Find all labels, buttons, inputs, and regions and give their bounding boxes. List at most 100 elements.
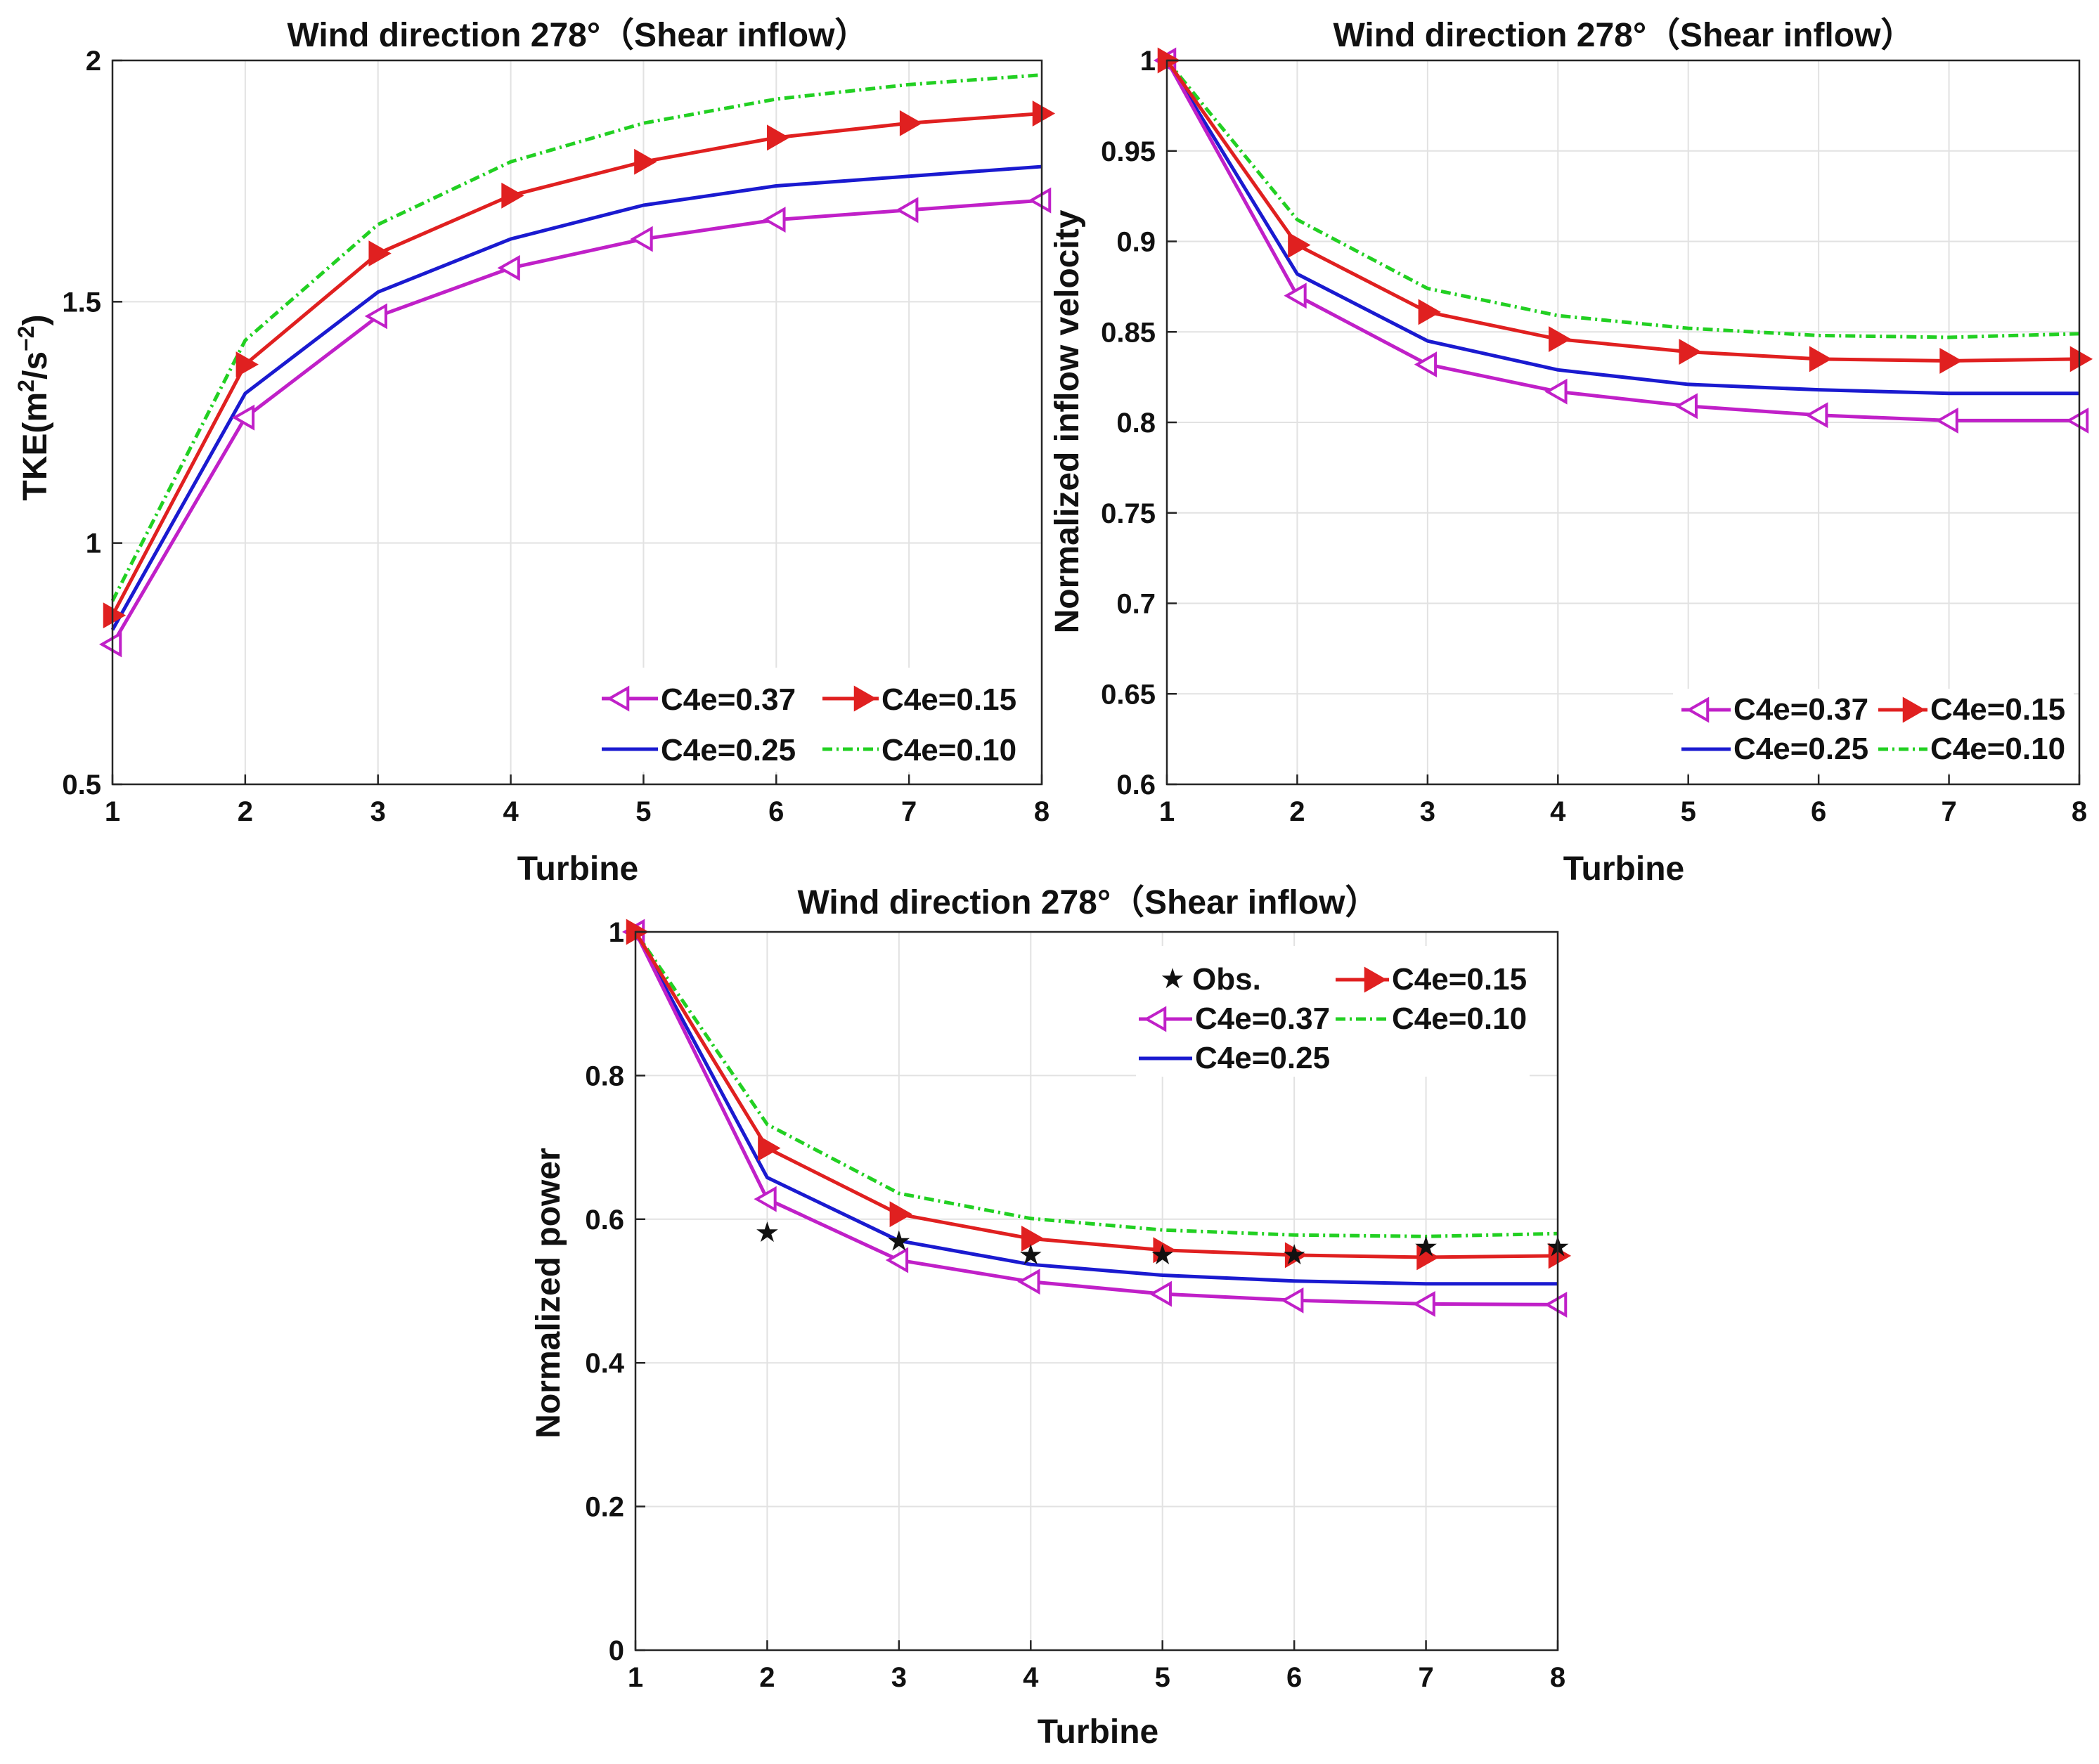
tke-legend-label-c4e-025: C4e=0.25 <box>661 733 796 767</box>
power-point-c4e-0-15 <box>758 1135 781 1162</box>
power-legend-entry-c4e-010: C4e=0.10 <box>1336 1001 1527 1036</box>
power-chart: Wind direction 278°（Shear inflow） Turbin… <box>530 884 1572 1751</box>
tke-plot-frame <box>111 59 1043 786</box>
tke-point-c4e-0-37 <box>497 254 520 281</box>
tke-y-tick-label: 0.5 <box>62 770 101 800</box>
velocity-point-c4e-0-37 <box>1414 351 1438 378</box>
tke-legend: C4e=0.37 C4e=0.15 C4e=0.25 C4e=0.10 <box>592 668 1035 772</box>
velocity-x-tick-label: 3 <box>1420 796 1435 827</box>
power-x-tick-label: 6 <box>1286 1662 1302 1693</box>
power-series-c4e-0-25 <box>633 930 1558 1286</box>
tke-legend-label-c4e-015: C4e=0.15 <box>881 682 1016 717</box>
power-legend-label-c4e-037: C4e=0.37 <box>1195 1001 1330 1036</box>
power-legend-label-obs: Obs. <box>1192 962 1261 997</box>
power-x-tick-label: 4 <box>1023 1662 1039 1693</box>
tke-x-tick-label: 2 <box>238 796 253 827</box>
tke-point-c4e-0-15 <box>368 240 392 267</box>
power-point-c4e-0-37 <box>885 1247 909 1273</box>
velocity-legend-label-c4e-010: C4e=0.10 <box>1930 732 2065 766</box>
power-y-tick-label: 0.8 <box>585 1061 624 1091</box>
tke-series-c4e-0-15 <box>103 100 1056 629</box>
power-x-tick-label: 8 <box>1550 1662 1565 1693</box>
velocity-line-c4e-0-37 <box>1165 59 2079 422</box>
tke-legend-entry-c4e-015: C4e=0.15 <box>822 682 1016 717</box>
velocity-line-c4e-0-10 <box>1165 59 2080 339</box>
tke-line-c4e-0-37 <box>110 198 1042 646</box>
velocity-point-c4e-0-37 <box>1674 393 1698 420</box>
tke-x-tick-label: 5 <box>635 796 651 827</box>
velocity-x-axis-label: Turbine <box>1563 850 1684 888</box>
tke-point-c4e-0-37 <box>98 631 122 658</box>
velocity-series-c4e-0-15 <box>1157 47 2093 374</box>
power-legend-line-c4e-015 <box>1336 966 1389 993</box>
tke-x-tick-label: 8 <box>1034 796 1050 827</box>
tke-legend-label-c4e-010: C4e=0.10 <box>881 733 1016 767</box>
tke-x-axis-label: Turbine <box>517 850 638 888</box>
power-point-c4e-0-37 <box>1544 1291 1568 1318</box>
velocity-point-c4e-0-15 <box>1288 232 1311 259</box>
tke-y-tick-label: 1 <box>86 528 101 559</box>
velocity-legend-entry-c4e-015: C4e=0.15 <box>1878 692 2065 727</box>
power-point-c4e-0-37 <box>1149 1280 1172 1307</box>
tke-ticks: 1 2 3 4 5 6 7 80.511.52 <box>62 46 1050 827</box>
tke-point-c4e-0-37 <box>364 303 387 330</box>
velocity-legend-line-c4e-037 <box>1681 696 1731 723</box>
velocity-point-c4e-0-15 <box>1809 346 1833 372</box>
velocity-legend-label-c4e-015: C4e=0.15 <box>1930 692 2065 727</box>
legend-marker <box>1686 696 1710 723</box>
legend-marker <box>853 685 877 712</box>
power-chart-title: Wind direction 278°（Shear inflow） <box>798 884 1379 921</box>
power-y-tick-label: 0.2 <box>585 1492 624 1523</box>
power-legend-entry-obs: ★ Obs. <box>1160 962 1261 997</box>
power-legend-line-c4e-037 <box>1139 1006 1192 1032</box>
power-legend-entry-c4e-037: C4e=0.37 <box>1139 1001 1330 1036</box>
velocity-point-c4e-0-37 <box>1544 378 1568 405</box>
velocity-legend: C4e=0.37 C4e=0.15 C4e=0.25 C4e=0.10 <box>1673 689 2074 773</box>
power-series-c4e-0-15 <box>626 919 1572 1271</box>
legend-marker <box>606 685 630 712</box>
power-y-tick-label: 1 <box>609 917 624 948</box>
velocity-y-tick-label: 0.9 <box>1116 227 1156 258</box>
power-x-tick-label: 3 <box>891 1662 907 1693</box>
power-line-c4e-0-25 <box>633 930 1558 1286</box>
tke-point-c4e-0-15 <box>501 182 524 209</box>
velocity-point-c4e-0-37 <box>1935 407 1958 434</box>
velocity-legend-box <box>1673 689 2074 773</box>
tke-y-tick-label: 1.5 <box>62 287 101 318</box>
velocity-point-c4e-0-15 <box>1549 326 1572 352</box>
power-point-c4e-0-37 <box>1281 1287 1304 1314</box>
power-legend-entry-c4e-015: C4e=0.15 <box>1336 962 1527 997</box>
velocity-legend-entry-c4e-037: C4e=0.37 <box>1681 692 1868 727</box>
velocity-line-c4e-0-15 <box>1165 59 2080 363</box>
tke-x-tick-label: 3 <box>370 796 386 827</box>
velocity-y-axis-label: Normalized inflow velocity <box>1049 209 1086 633</box>
power-x-tick-label: 7 <box>1418 1662 1433 1693</box>
velocity-y-tick-label: 0.95 <box>1101 136 1156 167</box>
tke-line-c4e-0-10 <box>110 73 1042 602</box>
velocity-chart: Wind direction 278°（Shear inflow） Turbin… <box>1049 17 2093 888</box>
tke-x-tick-label: 6 <box>768 796 784 827</box>
velocity-y-tick-label: 0.75 <box>1101 498 1156 529</box>
tke-chart-title: Wind direction 278°（Shear inflow） <box>288 17 869 54</box>
power-line-c4e-0-15 <box>633 930 1558 1259</box>
power-x-tick-label: 5 <box>1155 1662 1170 1693</box>
power-point-c4e-0-37 <box>754 1186 777 1212</box>
velocity-legend-label-c4e-037: C4e=0.37 <box>1733 692 1868 727</box>
velocity-line-c4e-0-25 <box>1165 59 2079 396</box>
velocity-point-c4e-0-15 <box>2069 346 2093 372</box>
velocity-x-tick-label: 2 <box>1289 796 1305 827</box>
tke-y-tick-label: 2 <box>86 46 101 77</box>
tke-legend-entry-c4e-037: C4e=0.37 <box>602 682 796 717</box>
power-series-c4e-0-37 <box>621 919 1568 1318</box>
tke-point-c4e-0-15 <box>899 110 923 136</box>
velocity-series-c4e-0-25 <box>1165 59 2079 396</box>
tke-x-tick-label: 1 <box>105 796 120 827</box>
velocity-ticks: 1 2 3 4 5 6 7 8 0.6 0.65 0.7 0.75 0.8 0.85 0.9 0.95 1 <box>1101 46 2087 827</box>
power-legend: ★ Obs. C4e=0.15 C4e=0.37 C4e=0.10 C4e=0.… <box>1136 946 1530 1077</box>
power-point-c4e-0-15 <box>1153 1237 1176 1264</box>
power-legend-star-icon: ★ <box>1160 964 1185 994</box>
velocity-chart-title: Wind direction 278°（Shear inflow） <box>1333 17 1915 54</box>
velocity-x-tick-label: 5 <box>1681 796 1696 827</box>
velocity-x-tick-label: 4 <box>1550 796 1566 827</box>
velocity-y-tick-label: 1 <box>1140 46 1156 77</box>
